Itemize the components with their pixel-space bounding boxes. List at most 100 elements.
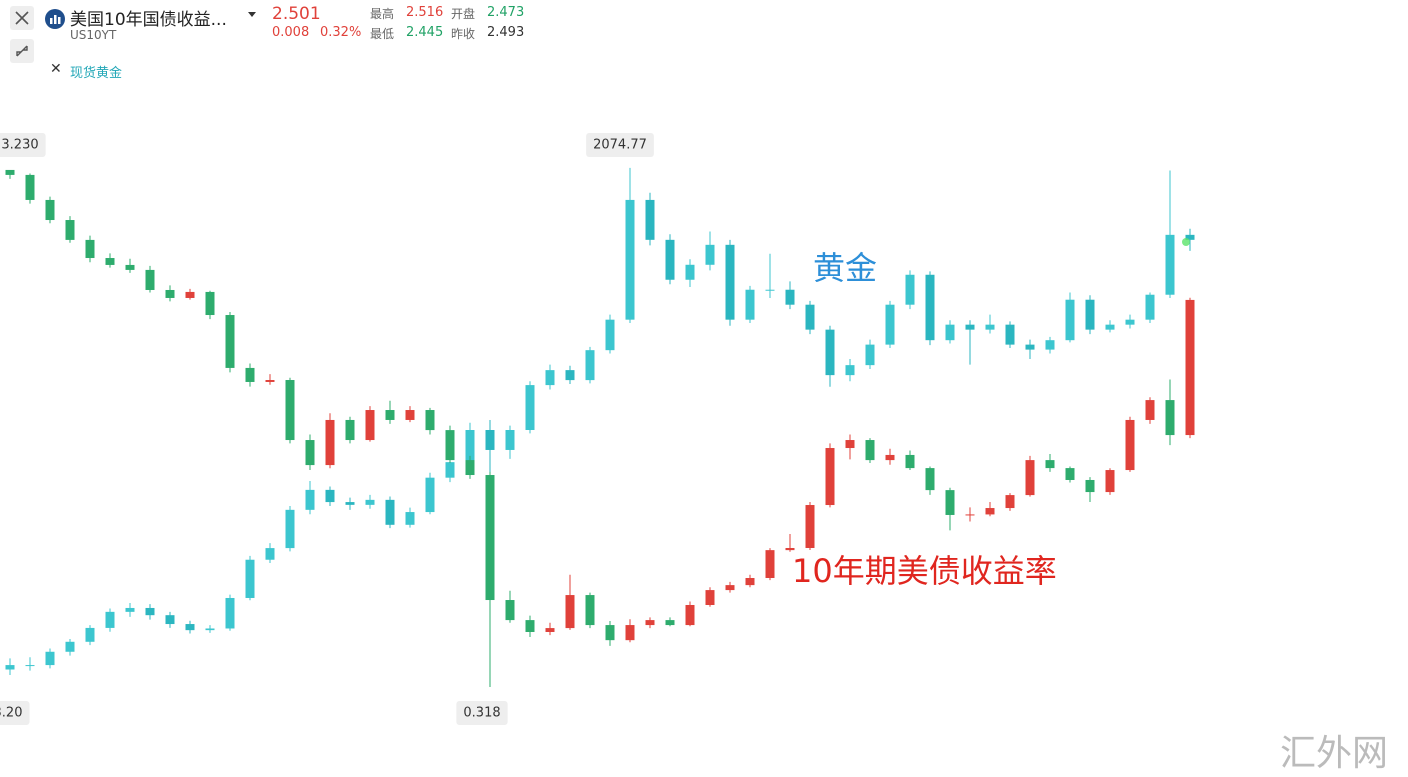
candle-body (725, 244, 735, 320)
candle-body (285, 380, 295, 441)
candle-body (805, 304, 815, 330)
candle-body (605, 625, 615, 641)
candle-body (665, 239, 675, 280)
candle-body (1125, 319, 1135, 325)
candle-body (305, 440, 315, 466)
candle-body (385, 410, 395, 420)
candle-body (865, 440, 875, 461)
candle-body (785, 547, 795, 551)
close-button[interactable] (10, 6, 34, 30)
extreme-label: 3.20 (0, 706, 22, 721)
candle-body (145, 607, 155, 616)
candle-body (765, 289, 775, 291)
change-percent: 0.32% (320, 25, 362, 40)
extreme-callout: 3.230 (0, 133, 46, 157)
candle-body (345, 419, 355, 441)
high-value: 2.516 (406, 5, 444, 20)
candle-body (725, 585, 735, 591)
extreme-callout: 0.318 (456, 701, 508, 725)
candle-body (25, 174, 35, 200)
annotation: 10年期美债收益率 (792, 552, 1057, 590)
candle-body (685, 604, 695, 626)
extreme-label-bg (0, 133, 46, 157)
annotation: 黄金 (813, 249, 877, 287)
symbol-code: US10YT (70, 28, 117, 42)
candle-body (85, 627, 95, 642)
candle-body (265, 548, 275, 560)
candle-body (65, 641, 75, 652)
candle-body (1125, 419, 1135, 471)
candle-body (445, 462, 455, 478)
candle-body (225, 315, 235, 368)
candle-body (745, 578, 755, 586)
candle-body (285, 509, 295, 549)
candle-body (485, 475, 495, 601)
candle-body (125, 607, 135, 612)
candle-body (365, 410, 375, 441)
open-label: 开盘 (451, 7, 476, 21)
candle-body (605, 319, 615, 351)
candle-body (425, 410, 435, 431)
candle-body (445, 430, 455, 461)
candle-body (665, 620, 675, 626)
candle-body (1045, 340, 1055, 350)
candle-body (165, 289, 175, 298)
candle-body (65, 220, 75, 240)
candle-body (465, 430, 475, 463)
candle-body (485, 430, 495, 450)
shrink-icon (16, 45, 28, 57)
candle-body (205, 291, 215, 316)
candle-body (245, 367, 255, 382)
candle-body (705, 244, 715, 265)
candle-body (765, 550, 775, 579)
candle-body (1145, 294, 1155, 320)
candle-body (1105, 324, 1115, 330)
candle-body (1185, 299, 1195, 436)
compare-symbol[interactable]: 现货黄金 (70, 66, 123, 81)
candle-body (985, 508, 995, 515)
compare-remove[interactable]: ✕ (50, 61, 62, 77)
symbol-name[interactable]: 美国10年国债收益... (70, 10, 227, 30)
last-price-glow (1182, 238, 1190, 246)
candle-body (185, 624, 195, 631)
candle-body (885, 454, 895, 461)
shrink-button[interactable] (10, 39, 34, 63)
candle-body (845, 365, 855, 376)
candle-body (45, 199, 55, 221)
candle-body (325, 489, 335, 503)
candle-body (225, 597, 235, 629)
extreme-callout: 2074.77 (586, 133, 654, 157)
candle-body (885, 304, 895, 345)
close-icon (15, 11, 29, 25)
symbol-icon (45, 9, 65, 29)
candle-body (865, 344, 875, 366)
candle-body (1105, 470, 1115, 493)
low-label: 最低 (370, 27, 395, 41)
candle-body (1005, 324, 1015, 345)
watermark: 汇外网 (1280, 733, 1389, 774)
candle-body (905, 274, 915, 305)
candle-body (105, 611, 115, 628)
candle-body (1045, 460, 1055, 469)
candle-body (265, 380, 275, 382)
candle-body (125, 264, 135, 270)
candle-body (785, 289, 795, 305)
extreme-label: 3.230 (1, 138, 38, 153)
candle-body (505, 600, 515, 621)
candle-body (5, 169, 15, 175)
candle-body (505, 430, 515, 450)
candle-body (85, 239, 95, 259)
candle-body (1025, 344, 1035, 350)
dropdown-arrow[interactable] (246, 10, 258, 20)
candle-body (1165, 234, 1175, 295)
candle-body (365, 499, 375, 505)
candle-body (825, 329, 835, 376)
candle-body (1185, 234, 1195, 240)
extreme-label: 0.318 (463, 706, 500, 721)
candle-body (965, 324, 975, 330)
candle-body (625, 625, 635, 641)
candle-body (705, 590, 715, 605)
candle-body (845, 440, 855, 449)
candle-body (405, 512, 415, 525)
